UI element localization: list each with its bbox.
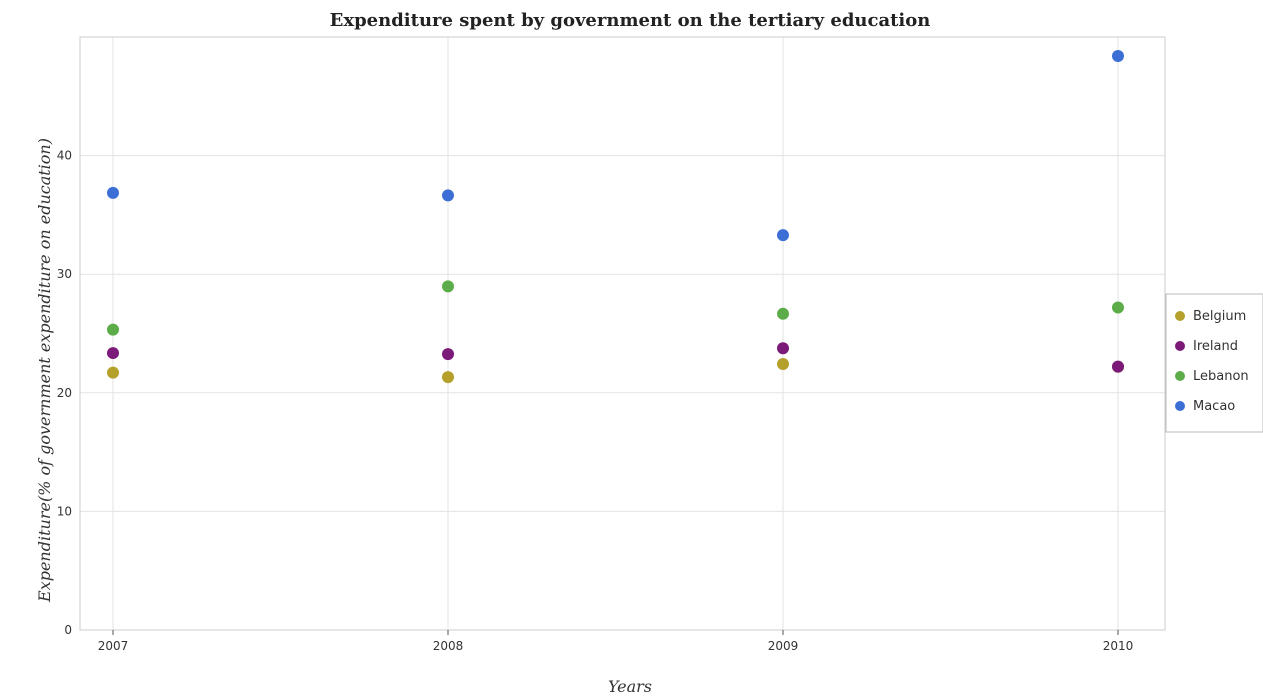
point-macao-2008 bbox=[442, 189, 454, 202]
y-tick-label: 10 bbox=[57, 504, 72, 518]
point-macao-2009 bbox=[777, 229, 789, 242]
legend-label-ireland: Ireland bbox=[1193, 339, 1238, 354]
y-tick-label: 0 bbox=[64, 623, 72, 637]
point-ireland-2010 bbox=[1112, 360, 1124, 373]
chart-title: Expenditure spent by government on the t… bbox=[330, 10, 931, 31]
x-tick-label: 2007 bbox=[98, 639, 129, 653]
point-lebanon-2010 bbox=[1112, 301, 1124, 314]
legend-label-belgium: Belgium bbox=[1193, 309, 1246, 324]
legend-label-macao: Macao bbox=[1193, 399, 1235, 414]
point-macao-2007 bbox=[107, 186, 119, 199]
point-belgium-2007 bbox=[107, 366, 119, 379]
legend-marker-macao bbox=[1175, 401, 1185, 411]
x-axis-label: Years bbox=[608, 677, 652, 696]
point-belgium-2008 bbox=[442, 371, 454, 384]
point-lebanon-2007 bbox=[107, 323, 119, 336]
legend-marker-lebanon bbox=[1175, 371, 1185, 381]
x-tick-label: 2009 bbox=[768, 639, 799, 653]
point-ireland-2008 bbox=[442, 348, 454, 361]
y-axis-label: Expenditure(% of government expenditure … bbox=[35, 138, 54, 603]
point-ireland-2007 bbox=[107, 347, 119, 360]
tick-labels: 0 10 20 30 40 2007 2008 2009 2010 bbox=[57, 149, 1134, 653]
y-tick-label: 40 bbox=[57, 149, 72, 163]
y-tick-label: 30 bbox=[57, 267, 72, 281]
legend-marker-belgium bbox=[1175, 311, 1185, 321]
point-lebanon-2008 bbox=[442, 280, 454, 293]
x-tick-label: 2010 bbox=[1103, 639, 1134, 653]
legend-label-lebanon: Lebanon bbox=[1193, 369, 1249, 384]
legend: Belgium Ireland Lebanon Macao bbox=[1165, 293, 1263, 433]
point-lebanon-2009 bbox=[777, 307, 789, 320]
axes bbox=[79, 36, 1166, 635]
x-tick-label: 2008 bbox=[433, 639, 464, 653]
point-belgium-2009 bbox=[777, 357, 789, 370]
point-macao-2010 bbox=[1112, 49, 1124, 62]
point-ireland-2009 bbox=[777, 342, 789, 355]
grid-lines bbox=[80, 37, 1165, 631]
legend-marker-ireland bbox=[1175, 341, 1185, 351]
data-points bbox=[107, 49, 1124, 384]
plot-frame bbox=[79, 36, 1166, 631]
y-tick-label: 20 bbox=[57, 386, 72, 400]
